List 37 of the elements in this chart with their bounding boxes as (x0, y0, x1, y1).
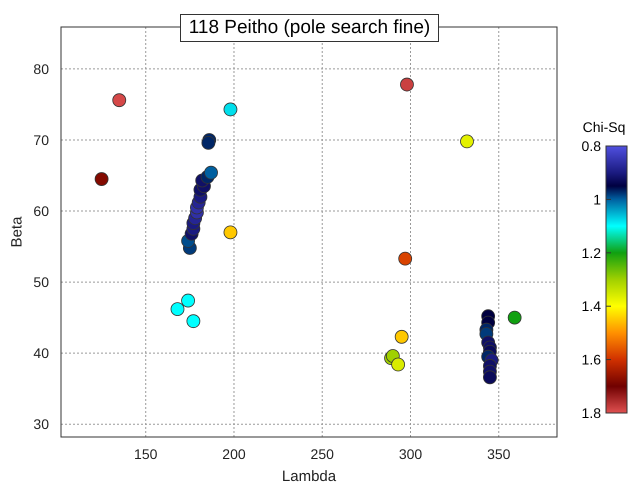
point (186, 314, 200, 328)
color-bar-label: 1.4 (582, 298, 602, 314)
point (94, 172, 108, 186)
point (181, 294, 195, 308)
point (201, 136, 216, 150)
y-tick-label: 40 (33, 345, 50, 362)
x-tick-label: 300 (398, 446, 422, 462)
x-tick-label: 200 (222, 446, 246, 462)
y-tick-label: 80 (33, 60, 50, 77)
point (508, 310, 522, 325)
point (170, 302, 184, 316)
x-tick-label: 350 (487, 446, 511, 462)
point (224, 102, 238, 116)
chart-title: 118 Peitho (pole search fine) (180, 14, 440, 42)
color-bar-label: 1.2 (582, 244, 602, 261)
color-bar-label: 1.8 (582, 405, 602, 421)
y-axis-title: Beta (8, 216, 26, 248)
y-tick-label: 30 (33, 416, 50, 432)
x-tick-label: 150 (134, 446, 158, 462)
x-axis-title: Lambda (282, 468, 337, 485)
point (391, 358, 406, 372)
color-bar-label: 1 (593, 191, 602, 208)
color-bar-title: Chi-Sq (582, 119, 626, 135)
color-bar-label: 1.6 (582, 352, 602, 368)
point (224, 225, 238, 240)
y-tick-label: 70 (33, 132, 50, 148)
point (394, 330, 409, 344)
point (400, 78, 414, 92)
point (204, 166, 218, 180)
point (112, 93, 126, 108)
y-tick-label: 50 (33, 274, 50, 290)
y-tick-label: 60 (33, 203, 50, 220)
point (483, 370, 497, 384)
point (398, 252, 412, 266)
point (460, 134, 474, 148)
x-tick-label: 250 (310, 446, 334, 462)
color-bar-label: 0.8 (582, 138, 602, 154)
